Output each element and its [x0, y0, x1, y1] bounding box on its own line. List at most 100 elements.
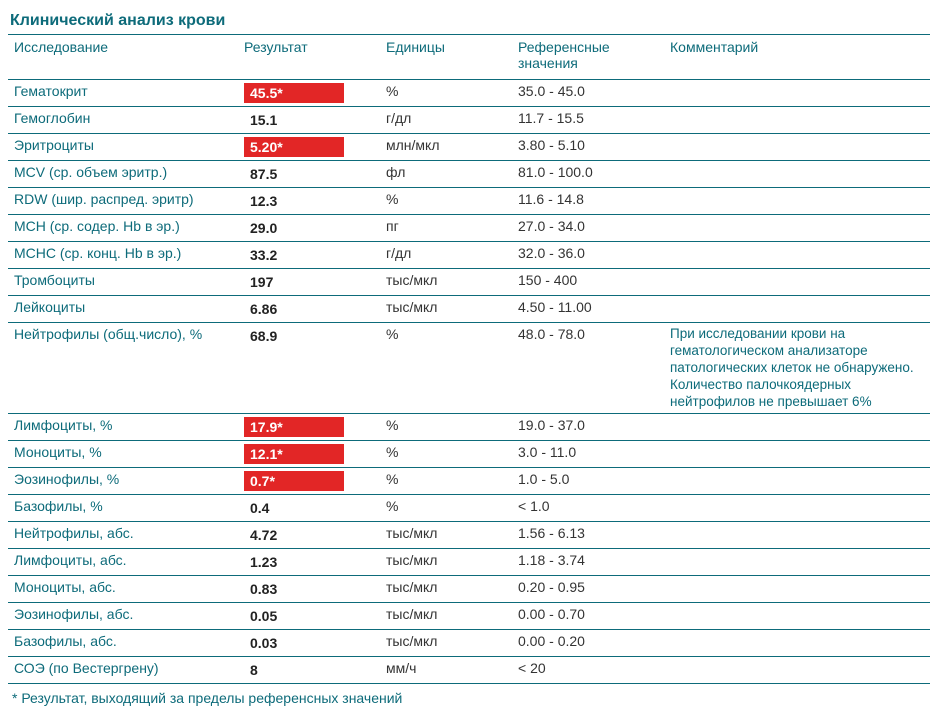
study-name: Гемоглобин — [8, 107, 238, 134]
result-value: 33.2 — [238, 242, 380, 269]
result-normal: 33.2 — [244, 245, 306, 265]
comment — [664, 296, 930, 323]
study-name: Тромбоциты — [8, 269, 238, 296]
result-value: 12.3 — [238, 188, 380, 215]
result-flagged: 45.5* — [244, 83, 344, 103]
table-row: Моноциты, абс.0.83тыс/мкл0.20 - 0.95 — [8, 576, 930, 603]
units: тыс/мкл — [380, 522, 512, 549]
units: % — [380, 468, 512, 495]
comment — [664, 80, 930, 107]
units: тыс/мкл — [380, 269, 512, 296]
units: млн/мкл — [380, 134, 512, 161]
header-result: Результат — [238, 35, 380, 80]
reference-range: 3.80 - 5.10 — [512, 134, 664, 161]
table-row: Нейтрофилы, абс.4.72тыс/мкл1.56 - 6.13 — [8, 522, 930, 549]
header-row: Исследование Результат Единицы Референсн… — [8, 35, 930, 80]
result-normal: 0.83 — [244, 579, 306, 599]
comment — [664, 657, 930, 684]
reference-range: 27.0 - 34.0 — [512, 215, 664, 242]
header-comment: Комментарий — [664, 35, 930, 80]
result-value: 12.1* — [238, 441, 380, 468]
units: тыс/мкл — [380, 549, 512, 576]
results-table: Исследование Результат Единицы Референсн… — [8, 35, 930, 684]
result-value: 0.05 — [238, 603, 380, 630]
reference-range: < 20 — [512, 657, 664, 684]
study-name: Эозинофилы, % — [8, 468, 238, 495]
result-value: 45.5* — [238, 80, 380, 107]
result-value: 15.1 — [238, 107, 380, 134]
table-row: Базофилы, %0.4%< 1.0 — [8, 495, 930, 522]
units: % — [380, 495, 512, 522]
study-name: Моноциты, абс. — [8, 576, 238, 603]
reference-range: 81.0 - 100.0 — [512, 161, 664, 188]
units: тыс/мкл — [380, 603, 512, 630]
result-value: 0.4 — [238, 495, 380, 522]
study-name: RDW (шир. распред. эритр) — [8, 188, 238, 215]
result-value: 5.20* — [238, 134, 380, 161]
footnote: * Результат, выходящий за пределы рефере… — [8, 684, 930, 712]
comment: При исследовании крови на гематологическ… — [664, 323, 930, 414]
result-value: 0.03 — [238, 630, 380, 657]
table-row: Базофилы, абс.0.03тыс/мкл0.00 - 0.20 — [8, 630, 930, 657]
table-row: Моноциты, %12.1*%3.0 - 11.0 — [8, 441, 930, 468]
result-flagged: 5.20* — [244, 137, 344, 157]
result-flagged: 17.9* — [244, 417, 344, 437]
reference-range: 1.18 - 3.74 — [512, 549, 664, 576]
study-name: Базофилы, % — [8, 495, 238, 522]
reference-range: 1.0 - 5.0 — [512, 468, 664, 495]
result-normal: 0.03 — [244, 633, 306, 653]
units: % — [380, 188, 512, 215]
result-normal: 15.1 — [244, 110, 306, 130]
comment — [664, 522, 930, 549]
study-name: Нейтрофилы (общ.число), % — [8, 323, 238, 414]
reference-range: 11.7 - 15.5 — [512, 107, 664, 134]
study-name: Гематокрит — [8, 80, 238, 107]
result-value: 0.7* — [238, 468, 380, 495]
study-name: Эритроциты — [8, 134, 238, 161]
table-row: MCHC (ср. конц. Hb в эр.)33.2г/дл32.0 - … — [8, 242, 930, 269]
result-value: 1.23 — [238, 549, 380, 576]
study-name: MCHC (ср. конц. Hb в эр.) — [8, 242, 238, 269]
study-name: Лимфоциты, абс. — [8, 549, 238, 576]
comment — [664, 468, 930, 495]
result-normal: 8 — [244, 660, 306, 680]
reference-range: 0.20 - 0.95 — [512, 576, 664, 603]
header-ref: Референсные значения — [512, 35, 664, 80]
comment — [664, 161, 930, 188]
units: мм/ч — [380, 657, 512, 684]
result-value: 17.9* — [238, 414, 380, 441]
reference-range: 0.00 - 0.70 — [512, 603, 664, 630]
result-normal: 29.0 — [244, 218, 306, 238]
reference-range: 19.0 - 37.0 — [512, 414, 664, 441]
study-name: Нейтрофилы, абс. — [8, 522, 238, 549]
units: % — [380, 323, 512, 414]
study-name: Базофилы, абс. — [8, 630, 238, 657]
comment — [664, 188, 930, 215]
result-value: 4.72 — [238, 522, 380, 549]
result-normal: 0.05 — [244, 606, 306, 626]
comment — [664, 107, 930, 134]
units: фл — [380, 161, 512, 188]
result-normal: 6.86 — [244, 299, 306, 319]
reference-range: 1.56 - 6.13 — [512, 522, 664, 549]
units: г/дл — [380, 107, 512, 134]
reference-range: 4.50 - 11.00 — [512, 296, 664, 323]
comment — [664, 441, 930, 468]
result-value: 87.5 — [238, 161, 380, 188]
result-value: 29.0 — [238, 215, 380, 242]
result-value: 68.9 — [238, 323, 380, 414]
result-normal: 197 — [244, 272, 306, 292]
result-normal: 0.4 — [244, 498, 306, 518]
units: пг — [380, 215, 512, 242]
comment — [664, 269, 930, 296]
table-row: Гемоглобин 15.1 г/дл11.7 - 15.5 — [8, 107, 930, 134]
table-row: Лимфоциты, %17.9*%19.0 - 37.0 — [8, 414, 930, 441]
study-name: СОЭ (по Вестергрену) — [8, 657, 238, 684]
result-value: 0.83 — [238, 576, 380, 603]
table-row: MCV (ср. объем эритр.)87.5фл81.0 - 100.0 — [8, 161, 930, 188]
units: % — [380, 414, 512, 441]
result-normal: 87.5 — [244, 164, 306, 184]
comment — [664, 242, 930, 269]
units: тыс/мкл — [380, 630, 512, 657]
table-row: Тромбоциты197тыс/мкл150 - 400 — [8, 269, 930, 296]
